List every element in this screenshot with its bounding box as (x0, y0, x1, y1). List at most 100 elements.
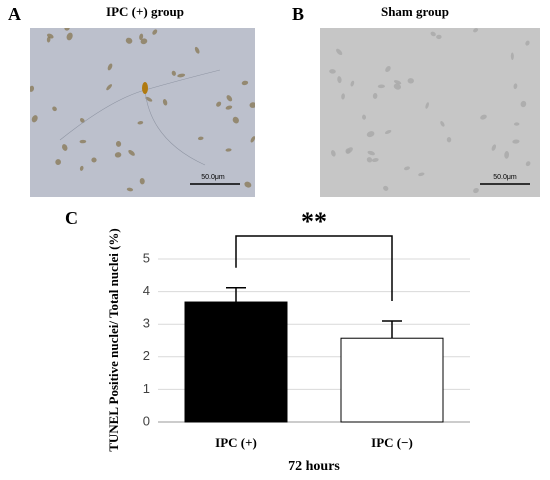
y-tick-label: 4 (143, 283, 150, 298)
cell-nucleus (480, 114, 487, 120)
cell-nucleus (366, 131, 375, 138)
cell-nucleus (430, 31, 436, 37)
cell-nucleus (336, 48, 343, 56)
cell-nucleus (371, 158, 379, 163)
cell-nucleus (137, 121, 144, 125)
panel-title: IPC (+) group (106, 4, 184, 19)
cell-nucleus (337, 76, 342, 84)
cell-nucleus (250, 136, 255, 143)
cell-nucleus (425, 102, 429, 109)
cell-nucleus (64, 28, 70, 31)
cell-nucleus (520, 100, 527, 108)
cell-nucleus (377, 84, 385, 89)
cell-nucleus (244, 181, 252, 188)
cell-nucleus (79, 139, 87, 144)
cell-nucleus (341, 93, 345, 100)
positive-nucleus (142, 82, 148, 94)
cell-nucleus (367, 150, 375, 156)
cell-nucleus (225, 105, 233, 110)
fiber (144, 89, 206, 166)
y-tick-label: 0 (143, 413, 150, 428)
cell-nucleus (55, 159, 61, 165)
y-tick-label: 1 (143, 381, 150, 396)
cell-nucleus (91, 157, 97, 163)
bar (340, 337, 444, 423)
x-tick-label: IPC (+) (215, 435, 257, 450)
cell-nucleus (177, 73, 186, 78)
cell-nucleus (331, 150, 336, 157)
cell-nucleus (384, 130, 392, 135)
cell-nucleus (372, 92, 378, 99)
cell-nucleus (383, 185, 389, 191)
cell-nucleus (513, 122, 520, 126)
cell-nucleus (106, 84, 113, 91)
cell-nucleus (79, 165, 84, 171)
y-tick-label: 2 (143, 348, 150, 363)
cell-nucleus (171, 70, 176, 76)
cell-nucleus (385, 66, 391, 72)
bar (184, 301, 288, 423)
cell-nucleus (46, 36, 51, 43)
x-axis-label: 72 hours (288, 459, 340, 474)
cell-nucleus (139, 178, 145, 185)
cell-nucleus (436, 34, 442, 40)
cell-nucleus (194, 46, 200, 54)
cell-nucleus (140, 38, 148, 45)
significance-bracket (235, 235, 393, 301)
micrograph-background (30, 28, 255, 197)
cell-nucleus (52, 106, 57, 112)
micrograph: 50.0μm (30, 28, 255, 197)
cell-nucleus (525, 161, 531, 167)
cell-nucleus (393, 83, 402, 90)
cell-nucleus (115, 141, 122, 147)
scale-bar-label: 50.0μm (201, 174, 225, 181)
cell-nucleus (440, 121, 445, 127)
cell-nucleus (510, 52, 514, 61)
cell-nucleus (114, 152, 122, 158)
y-axis-label: TUNEL Positive nuclei/ Total nuclei (%) (106, 228, 121, 452)
cell-nucleus (128, 149, 135, 156)
cell-nucleus (107, 63, 113, 71)
cell-nucleus (232, 116, 239, 124)
cell-nucleus (225, 148, 232, 152)
cell-nucleus (152, 29, 158, 35)
cell-nucleus (30, 85, 35, 92)
cell-nucleus (446, 137, 452, 143)
cell-nucleus (362, 114, 367, 120)
cell-nucleus (418, 172, 425, 177)
cell-nucleus (226, 95, 233, 102)
cell-nucleus (139, 33, 144, 40)
cell-nucleus (513, 83, 518, 90)
cell-nucleus (491, 144, 497, 151)
cell-nucleus (249, 102, 255, 108)
cell-nucleus (473, 187, 479, 194)
cell-nucleus (525, 40, 530, 46)
error-bar (382, 320, 402, 339)
cell-nucleus (31, 115, 38, 123)
cell-nucleus (66, 32, 73, 41)
cell-nucleus (125, 37, 133, 44)
panel-label: A (8, 4, 21, 24)
cell-nucleus (197, 136, 204, 141)
y-tick-label: 5 (143, 250, 150, 265)
cell-nucleus (404, 166, 410, 171)
cell-nucleus (329, 69, 336, 74)
cell-nucleus (393, 80, 402, 85)
micrograph: 50.0μm (320, 28, 540, 197)
panel-label: B (292, 4, 304, 24)
cell-nucleus (346, 147, 353, 154)
cell-nucleus (145, 96, 153, 102)
cell-nucleus (62, 144, 68, 151)
cell-nucleus (473, 28, 479, 33)
scale-bar-label: 50.0μm (493, 174, 517, 181)
x-tick-label: IPC (−) (371, 435, 413, 450)
y-tick-label: 3 (143, 316, 150, 331)
cell-nucleus (79, 118, 85, 123)
micrograph-background (320, 28, 540, 197)
panel-label: C (65, 208, 78, 228)
cell-nucleus (241, 80, 249, 86)
cell-nucleus (162, 99, 168, 106)
panel-title: Sham group (381, 4, 449, 19)
cell-nucleus (350, 80, 355, 87)
